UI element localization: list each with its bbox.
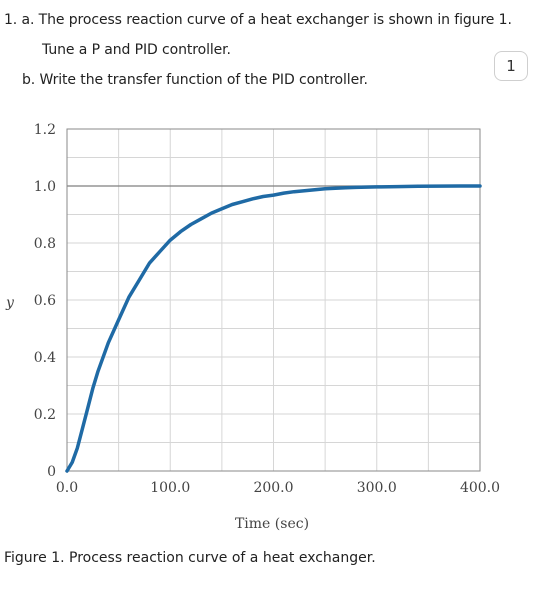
x-tick-label: 400.0 bbox=[460, 480, 500, 496]
figure-caption: Figure 1. Process reaction curve of a he… bbox=[4, 550, 376, 566]
y-tick-label: 0.2 bbox=[34, 407, 56, 423]
x-tick-label: 200.0 bbox=[253, 480, 293, 496]
x-tick-label: 300.0 bbox=[357, 480, 397, 496]
question-part-b-line: b. Write the transfer function of the PI… bbox=[22, 72, 368, 88]
question-part-a-task: Tune a P and PID controller. bbox=[42, 42, 231, 58]
x-tick-label: 100.0 bbox=[150, 480, 190, 496]
y-tick-label: 0.6 bbox=[34, 293, 56, 309]
y-axis-title: y bbox=[5, 295, 15, 311]
chart-svg: 0.0 100.0 200.0 300.0 400.0 0 0.2 0.4 0.6 0.8 1.0 1… bbox=[5, 122, 500, 532]
x-axis-title: Time (sec) bbox=[235, 516, 309, 532]
plot-frame bbox=[66, 128, 481, 472]
y-tick-label: 1.0 bbox=[34, 179, 56, 195]
x-tick-label: 0.0 bbox=[56, 480, 78, 496]
page-number-badge[interactable]: 1 bbox=[494, 51, 528, 81]
y-tick-label: 0 bbox=[47, 464, 56, 480]
question-part-a-line: 1. a. The process reaction curve of a he… bbox=[4, 12, 512, 28]
y-tick-label: 0.4 bbox=[34, 350, 56, 366]
y-tick-label: 1.2 bbox=[34, 122, 56, 138]
reaction-curve-line bbox=[65, 184, 482, 473]
process-reaction-chart: 0.0 100.0 200.0 300.0 400.0 0 0.2 0.4 0.6 0.8 1.0 1… bbox=[0, 110, 533, 540]
y-tick-label: 0.8 bbox=[34, 236, 56, 252]
